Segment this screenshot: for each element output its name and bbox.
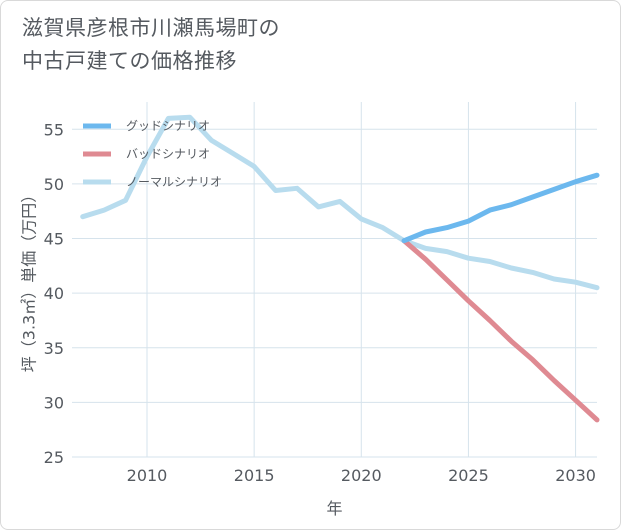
y-axis-label: 坪（3.3㎡）単価（万円） xyxy=(20,187,39,372)
legend-label-2: ノーマルシナリオ xyxy=(126,175,222,189)
legend-label-1: バッドシナリオ xyxy=(126,147,210,161)
series-lines xyxy=(80,114,600,423)
series-line-2 xyxy=(80,114,600,291)
x-tick-label: 2030 xyxy=(555,466,596,485)
y-tick-label: 50 xyxy=(44,175,64,194)
series-line-0 xyxy=(401,172,600,244)
x-tick-label: 2020 xyxy=(341,466,382,485)
x-tick-label: 2015 xyxy=(234,466,275,485)
series-line-1 xyxy=(401,238,600,423)
y-tick-label: 35 xyxy=(44,339,64,358)
y-tick-label: 40 xyxy=(44,284,64,303)
legend-label-0: グッドシナリオ xyxy=(126,119,210,133)
x-axis-ticks: 2010 2015 2020 2025 2030 xyxy=(127,466,596,485)
y-axis-ticks: 25 30 35 40 45 50 55 xyxy=(44,120,64,467)
y-tick-label: 55 xyxy=(44,120,64,139)
chart-title-line-2: 中古戸建ての価格推移 xyxy=(22,49,237,73)
chart-title-line-1: 滋賀県彦根市川瀬馬場町の xyxy=(22,16,280,40)
x-axis-label: 年 xyxy=(326,499,342,518)
y-tick-label: 25 xyxy=(44,448,64,467)
y-tick-label: 30 xyxy=(44,393,64,412)
chart-title: 滋賀県彦根市川瀬馬場町の 中古戸建ての価格推移 xyxy=(22,12,582,78)
y-tick-label: 45 xyxy=(44,230,64,249)
x-tick-label: 2025 xyxy=(448,466,489,485)
x-tick-label: 2010 xyxy=(127,466,168,485)
